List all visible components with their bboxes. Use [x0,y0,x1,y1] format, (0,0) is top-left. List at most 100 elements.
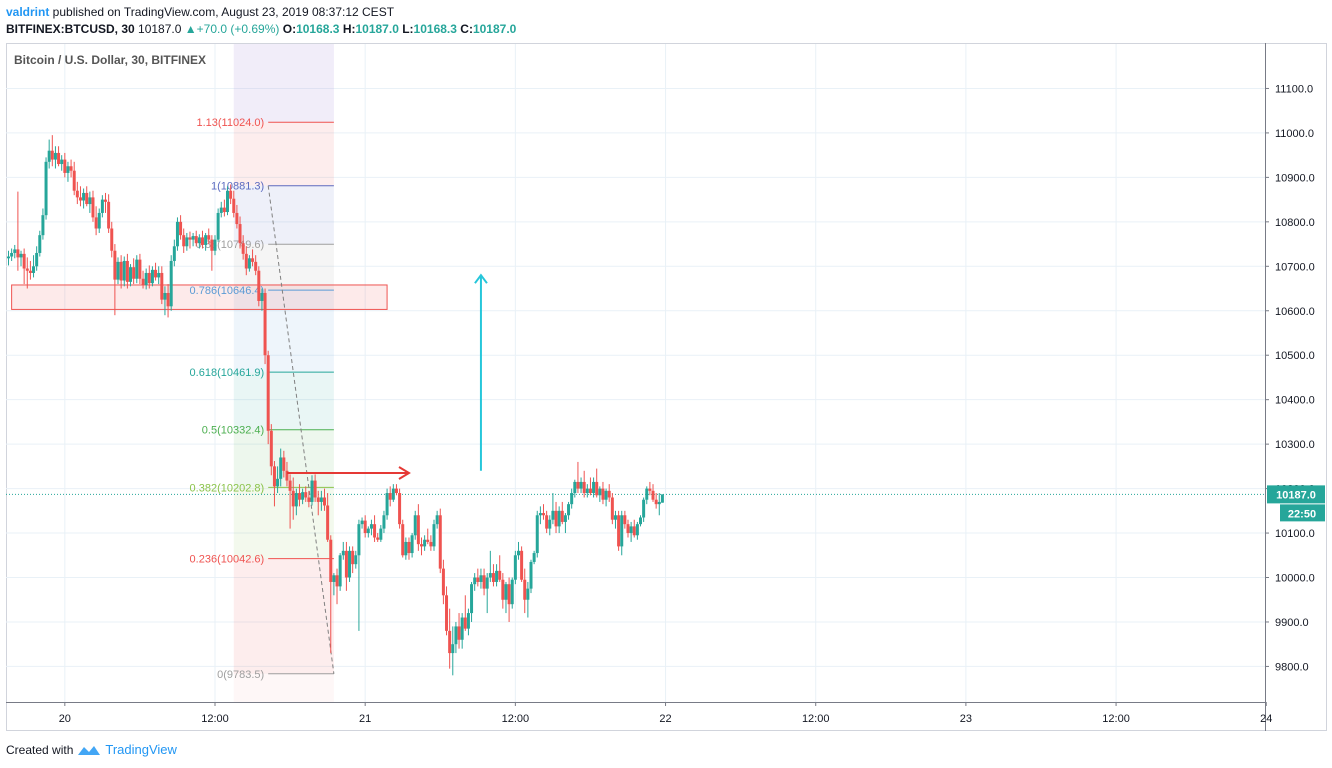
candle-body [545,515,549,529]
candle-body [645,488,649,500]
candle-body [238,224,242,244]
candle-body [304,492,308,498]
candle-body [132,267,136,279]
candle-body [657,501,661,505]
candle-body [13,249,17,253]
fib-trend-line[interactable] [267,185,335,674]
time-tick-label: 12:00 [502,713,530,725]
candle-body [329,539,333,582]
candle-body [63,159,67,173]
candle-body [266,355,270,431]
candle-body [585,488,589,494]
candle-body [604,490,608,500]
author-link[interactable]: valdrint [6,5,50,19]
candle-body [473,577,477,585]
candle-body [122,260,126,281]
candle-body [607,490,611,498]
candle-body [410,535,414,554]
candle-body [41,215,45,236]
candle-body [639,517,643,525]
candle-body [369,524,373,529]
candle-body [197,237,201,244]
candle-body [623,515,627,525]
candle-body [526,588,530,600]
price-axis[interactable]: 9800.09900.010000.010100.010200.010300.0… [1265,83,1325,673]
candle-body [504,584,508,600]
chart-title: Bitcoin / U.S. Dollar, 30, BITFINEX [14,53,206,67]
candle-body [441,568,445,596]
candle-body [557,510,561,527]
candle-body [510,579,514,605]
candle-body [47,150,51,162]
candle-body [38,235,42,253]
candle-body [16,249,20,258]
high-value: 10187.0 [355,22,399,36]
candle-body [404,541,408,556]
candle-body [479,575,483,582]
candle-body [595,481,599,496]
candle-body [363,520,367,534]
fib-level-label: 1.13(11024.0) [196,117,264,129]
candle-body [376,537,380,540]
candle-body [394,488,398,494]
symbol-ohlc-bar: BITFINEX:BTCUSD, 30 10187.0 ▲+70.0 (+0.6… [6,22,516,36]
candle-body [191,236,195,240]
candle-body [226,190,230,213]
candle-body [335,575,339,587]
candle-body [60,159,64,165]
candle-body [598,488,602,496]
low-value: 10168.3 [413,22,457,36]
price-tick-label: 10000.0 [1275,573,1315,585]
candle-body [567,504,571,516]
candle-body [398,493,402,525]
chart-frame [6,43,1327,731]
candle-body [260,292,264,301]
candle-body [85,192,89,205]
last-price-badge-label: 10187.0 [1276,489,1316,501]
background-annotations: 1.13(11024.0)1(10881.3)0.88(10749.6)0.78… [6,44,1265,702]
candle-body [610,497,614,520]
candle-body [344,550,348,578]
candle-body [388,493,392,500]
candle-body [210,239,214,251]
candle-body [542,513,546,516]
candle-body [244,253,248,269]
candle-body [463,617,467,629]
countdown-badge [1280,504,1325,522]
candle-body [91,197,95,218]
price-tick-label: 10500.0 [1275,350,1315,362]
candle-body [25,268,29,271]
candle-body [516,550,520,556]
candle-body [276,478,280,487]
price-tick-label: 9900.0 [1275,617,1309,629]
candle-body [222,207,226,213]
candle-body [416,515,420,545]
candle-body [373,524,377,538]
candle-body [10,252,14,257]
tradingview-brand[interactable]: TradingView [105,742,177,757]
candle-body [654,499,658,505]
time-tick-label: 20 [59,713,71,725]
candle-body [294,493,298,507]
candle-body [613,515,617,520]
candle-body [232,198,236,213]
candle-body [548,519,552,529]
time-tick-label: 24 [1260,713,1272,725]
candle-body [401,524,405,556]
candle-body [482,575,486,589]
candle-body [520,550,524,580]
candle-body [429,541,433,547]
candle-body [560,510,564,522]
candle-body [57,152,61,165]
resistance-zone[interactable] [11,284,388,310]
candle-body [491,573,495,582]
price-tick-label: 10300.0 [1275,439,1315,451]
candle-body [601,488,605,500]
candle-body [288,480,292,491]
fib-level-label: 0.786(10646.4) [190,285,265,297]
candle-body [632,526,636,536]
time-axis[interactable]: 20 12:00 21 12:00 22 12:00 23 12:00 24 [59,702,1273,725]
candle-body [175,221,179,247]
candle-body [351,550,355,565]
